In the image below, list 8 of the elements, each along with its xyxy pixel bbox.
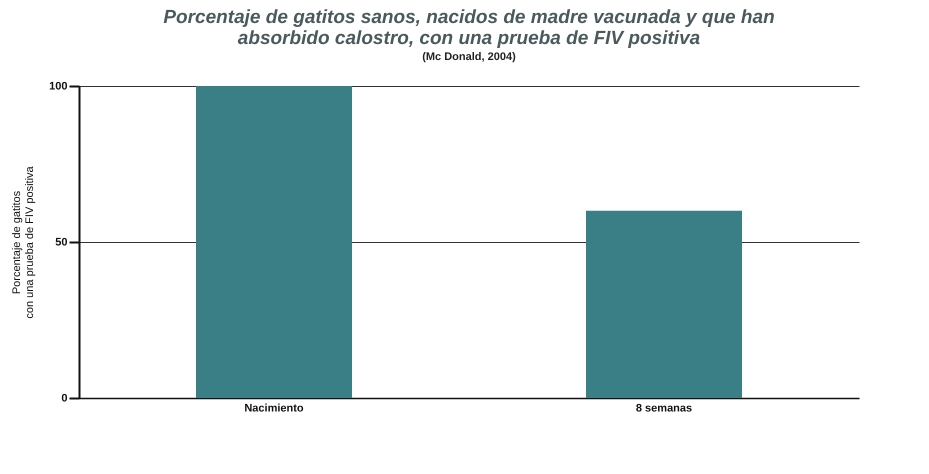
chart-title: Porcentaje de gatitos sanos, nacidos de madre vacunada y que han absorbido calostro, con una prueba de FIV positiva [163, 7, 775, 49]
y-tick-label: 50 [55, 236, 68, 248]
y-axis-title: Porcentaje de gatitos con una prueba de FIV positiva [11, 165, 36, 319]
y-tick-label: 0 [61, 392, 68, 404]
y-tick-label: 100 [49, 80, 68, 92]
x-tick-label: Nacimiento [244, 402, 304, 414]
x-tick-label: 8 semanas [636, 402, 692, 414]
chart-subtitle: (Mc Donald, 2004) [422, 51, 516, 63]
